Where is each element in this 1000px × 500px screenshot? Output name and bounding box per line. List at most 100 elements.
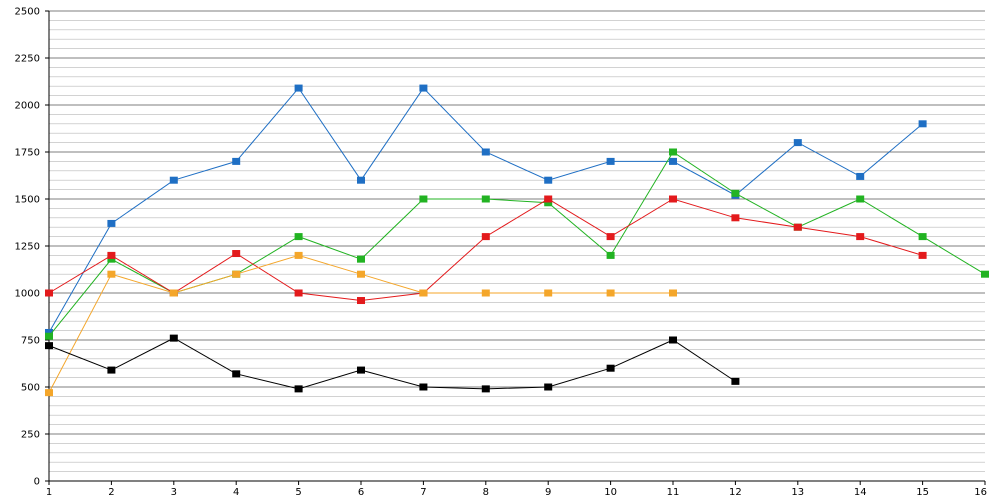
data-point [731, 214, 740, 222]
data-point [45, 332, 53, 340]
data-point [294, 251, 303, 259]
x-tick-label: 15 [916, 487, 929, 498]
data-point [731, 189, 740, 197]
data-point [294, 385, 303, 393]
x-tick-label: 1 [46, 487, 52, 498]
data-point [357, 297, 365, 305]
series-4 [45, 251, 677, 397]
series-1 [45, 84, 927, 336]
y-tick-label: 2500 [15, 7, 40, 18]
x-tick-label: 9 [545, 487, 551, 498]
x-tick-label: 6 [358, 487, 364, 498]
data-point [45, 342, 53, 350]
series-line [48, 151, 986, 337]
data-point [669, 157, 677, 165]
data-point [544, 289, 553, 297]
data-point [419, 84, 428, 92]
data-point [481, 195, 490, 203]
data-point [606, 157, 615, 165]
data-point [544, 383, 553, 391]
data-point [669, 148, 677, 156]
series-line [48, 198, 923, 302]
series-3 [45, 195, 927, 305]
series-2 [45, 148, 989, 340]
data-point [294, 233, 303, 241]
data-point [357, 176, 365, 184]
data-point [856, 233, 865, 241]
grid [49, 10, 985, 472]
series [45, 84, 989, 397]
data-point [107, 219, 116, 227]
data-point [107, 255, 116, 263]
data-point [606, 289, 615, 297]
y-tick-label: 500 [21, 383, 40, 394]
data-point [45, 289, 53, 297]
data-point [419, 195, 428, 203]
y-tick-label: 0 [34, 477, 40, 488]
x-tick-label: 11 [667, 487, 680, 498]
data-point [544, 199, 553, 207]
y-tick-label: 750 [21, 336, 40, 347]
data-point [232, 250, 241, 258]
x-tick-label: 16 [974, 487, 987, 498]
data-point [357, 255, 365, 263]
axes [45, 10, 986, 485]
y-tick-label: 1250 [15, 242, 40, 253]
data-point [45, 389, 53, 397]
data-point [856, 172, 865, 180]
data-point [669, 195, 677, 203]
data-point [45, 328, 53, 336]
y-tick-label: 2000 [15, 101, 40, 112]
x-tick-label: 14 [854, 487, 867, 498]
x-tick-label: 12 [729, 487, 742, 498]
data-point [232, 270, 241, 278]
x-tick-label: 10 [604, 487, 617, 498]
data-point [481, 233, 490, 241]
data-point [419, 289, 428, 297]
data-point [918, 233, 927, 241]
data-point [232, 157, 241, 165]
data-point [918, 251, 927, 259]
data-point [169, 176, 178, 184]
data-point [481, 289, 490, 297]
x-tick-label: 5 [295, 487, 301, 498]
data-point [544, 176, 553, 184]
data-point [606, 251, 615, 259]
x-tick-label: 2 [108, 487, 114, 498]
data-point [107, 251, 116, 259]
data-point [793, 139, 802, 147]
y-tick-label: 2250 [15, 54, 40, 65]
data-point [669, 336, 677, 344]
data-point [357, 366, 365, 374]
data-point [107, 270, 116, 278]
series-line [48, 337, 736, 390]
y-tick-label: 1750 [15, 148, 40, 159]
data-point [793, 223, 802, 231]
x-tick-label: 3 [171, 487, 177, 498]
data-point [481, 148, 490, 156]
y-tick-label: 250 [21, 430, 40, 441]
data-point [856, 195, 865, 203]
data-point [294, 84, 303, 92]
x-tick-label: 8 [483, 487, 489, 498]
data-point [419, 383, 428, 391]
y-tick-label: 1500 [15, 195, 40, 206]
data-point [731, 377, 740, 385]
data-point [606, 364, 615, 372]
data-point [357, 270, 365, 278]
series-5 [45, 334, 740, 393]
data-point [107, 366, 116, 374]
data-point [918, 120, 927, 128]
data-point [981, 270, 989, 278]
data-point [169, 289, 178, 297]
x-tick-label: 7 [420, 487, 426, 498]
data-point [232, 370, 241, 378]
data-point [169, 334, 178, 342]
data-point [294, 289, 303, 297]
x-tick-label: 13 [791, 487, 804, 498]
data-point [669, 289, 677, 297]
data-point [544, 195, 553, 203]
y-tick-label: 1000 [15, 289, 40, 300]
